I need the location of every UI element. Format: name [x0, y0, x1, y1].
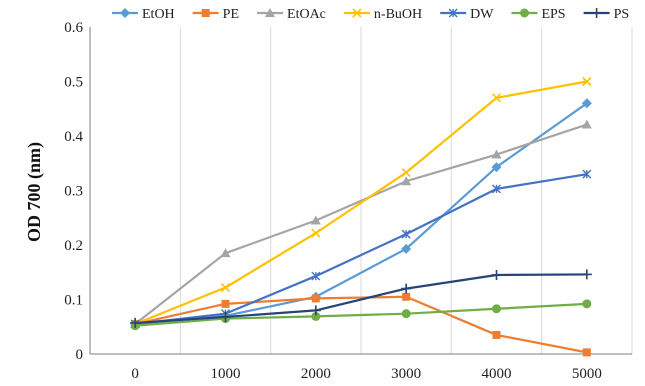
data-point: [519, 8, 529, 18]
x-tick-label: 1000: [211, 366, 241, 382]
data-point: [311, 271, 321, 281]
legend-item: PS: [583, 7, 630, 22]
data-point: [220, 311, 231, 322]
data-point: [492, 184, 501, 194]
legend-label: EtOH: [142, 7, 175, 22]
data-point: [491, 162, 502, 173]
y-tick-label: 0.1: [64, 293, 83, 309]
legend-item: PE: [192, 7, 239, 22]
series-line: [134, 295, 588, 354]
data-point: [310, 215, 321, 225]
data-point: [221, 299, 230, 308]
data-point: [448, 8, 458, 18]
series-line: [135, 302, 587, 327]
data-point: [120, 8, 130, 18]
y-tick-label: 0.2: [64, 238, 83, 254]
data-point: [401, 176, 412, 186]
y-tick-label: 0.5: [64, 75, 83, 91]
series-line: [134, 123, 588, 325]
data-point: [310, 305, 321, 316]
data-point: [492, 304, 501, 314]
x-tick-label: 0: [131, 366, 139, 382]
legend-label: EtOAc: [287, 7, 326, 22]
series-line: [135, 273, 587, 325]
legend-label: DW: [470, 7, 494, 22]
data-point: [582, 169, 592, 179]
data-point: [582, 299, 592, 309]
legend-item: EPS: [511, 7, 566, 22]
data-point: [582, 348, 591, 357]
legend-item: EtOH: [112, 7, 175, 22]
data-point: [582, 76, 592, 87]
data-point: [352, 8, 362, 18]
data-point: [581, 119, 592, 129]
legend-item: n-BuOH: [343, 7, 422, 22]
data-point: [311, 228, 321, 238]
data-point: [311, 294, 320, 303]
data-point: [492, 330, 501, 339]
grid-lines: [179, 27, 633, 354]
data-point: [311, 311, 321, 321]
data-point: [581, 98, 592, 109]
y-tick-label: 0: [76, 347, 84, 363]
data-point: [401, 167, 411, 178]
legend-label: PE: [223, 7, 239, 22]
y-tick-label: 0.6: [64, 20, 83, 36]
legend: EtOH PE EtOAc n-BuOH DW EPS PS: [112, 7, 629, 22]
data-point: [591, 8, 602, 18]
data-point: [130, 317, 141, 328]
data-point: [265, 8, 276, 17]
legend-item: EtOAc: [257, 7, 326, 22]
legend-item: DW: [440, 7, 494, 22]
data-point: [220, 248, 231, 258]
y-tick-labels: 0 0.1 0.2 0.3 0.4 0.5 0.6: [64, 20, 83, 363]
series-line: [135, 173, 588, 326]
data-point: [201, 9, 210, 17]
y-tick-label: 0.4: [64, 129, 83, 145]
data-point: [581, 269, 592, 280]
axes: [89, 27, 632, 355]
data-point: [401, 229, 411, 239]
y-tick-label: 0.3: [64, 184, 83, 200]
x-tick-label: 4000: [482, 366, 512, 382]
data-point: [220, 282, 231, 293]
x-tick-label: 2000: [301, 366, 331, 382]
data-point: [401, 283, 412, 294]
data-point: [401, 309, 411, 319]
legend-label: PS: [614, 7, 630, 22]
legend-label: n-BuOH: [374, 7, 422, 22]
data-point: [401, 243, 412, 254]
y-axis-label: OD 700 (nm): [24, 142, 45, 242]
data-point: [402, 292, 411, 301]
legend-label: EPS: [541, 7, 565, 22]
series-line: [134, 80, 588, 326]
x-tick-label: 3000: [391, 366, 421, 382]
series-lines: [130, 76, 592, 357]
data-point: [491, 269, 502, 280]
x-tick-labels: 0 1000 2000 3000 4000 5000: [131, 366, 601, 382]
data-point: [491, 93, 502, 103]
series-ps: [130, 269, 592, 328]
data-point: [491, 149, 502, 159]
x-tick-label: 5000: [572, 366, 602, 382]
